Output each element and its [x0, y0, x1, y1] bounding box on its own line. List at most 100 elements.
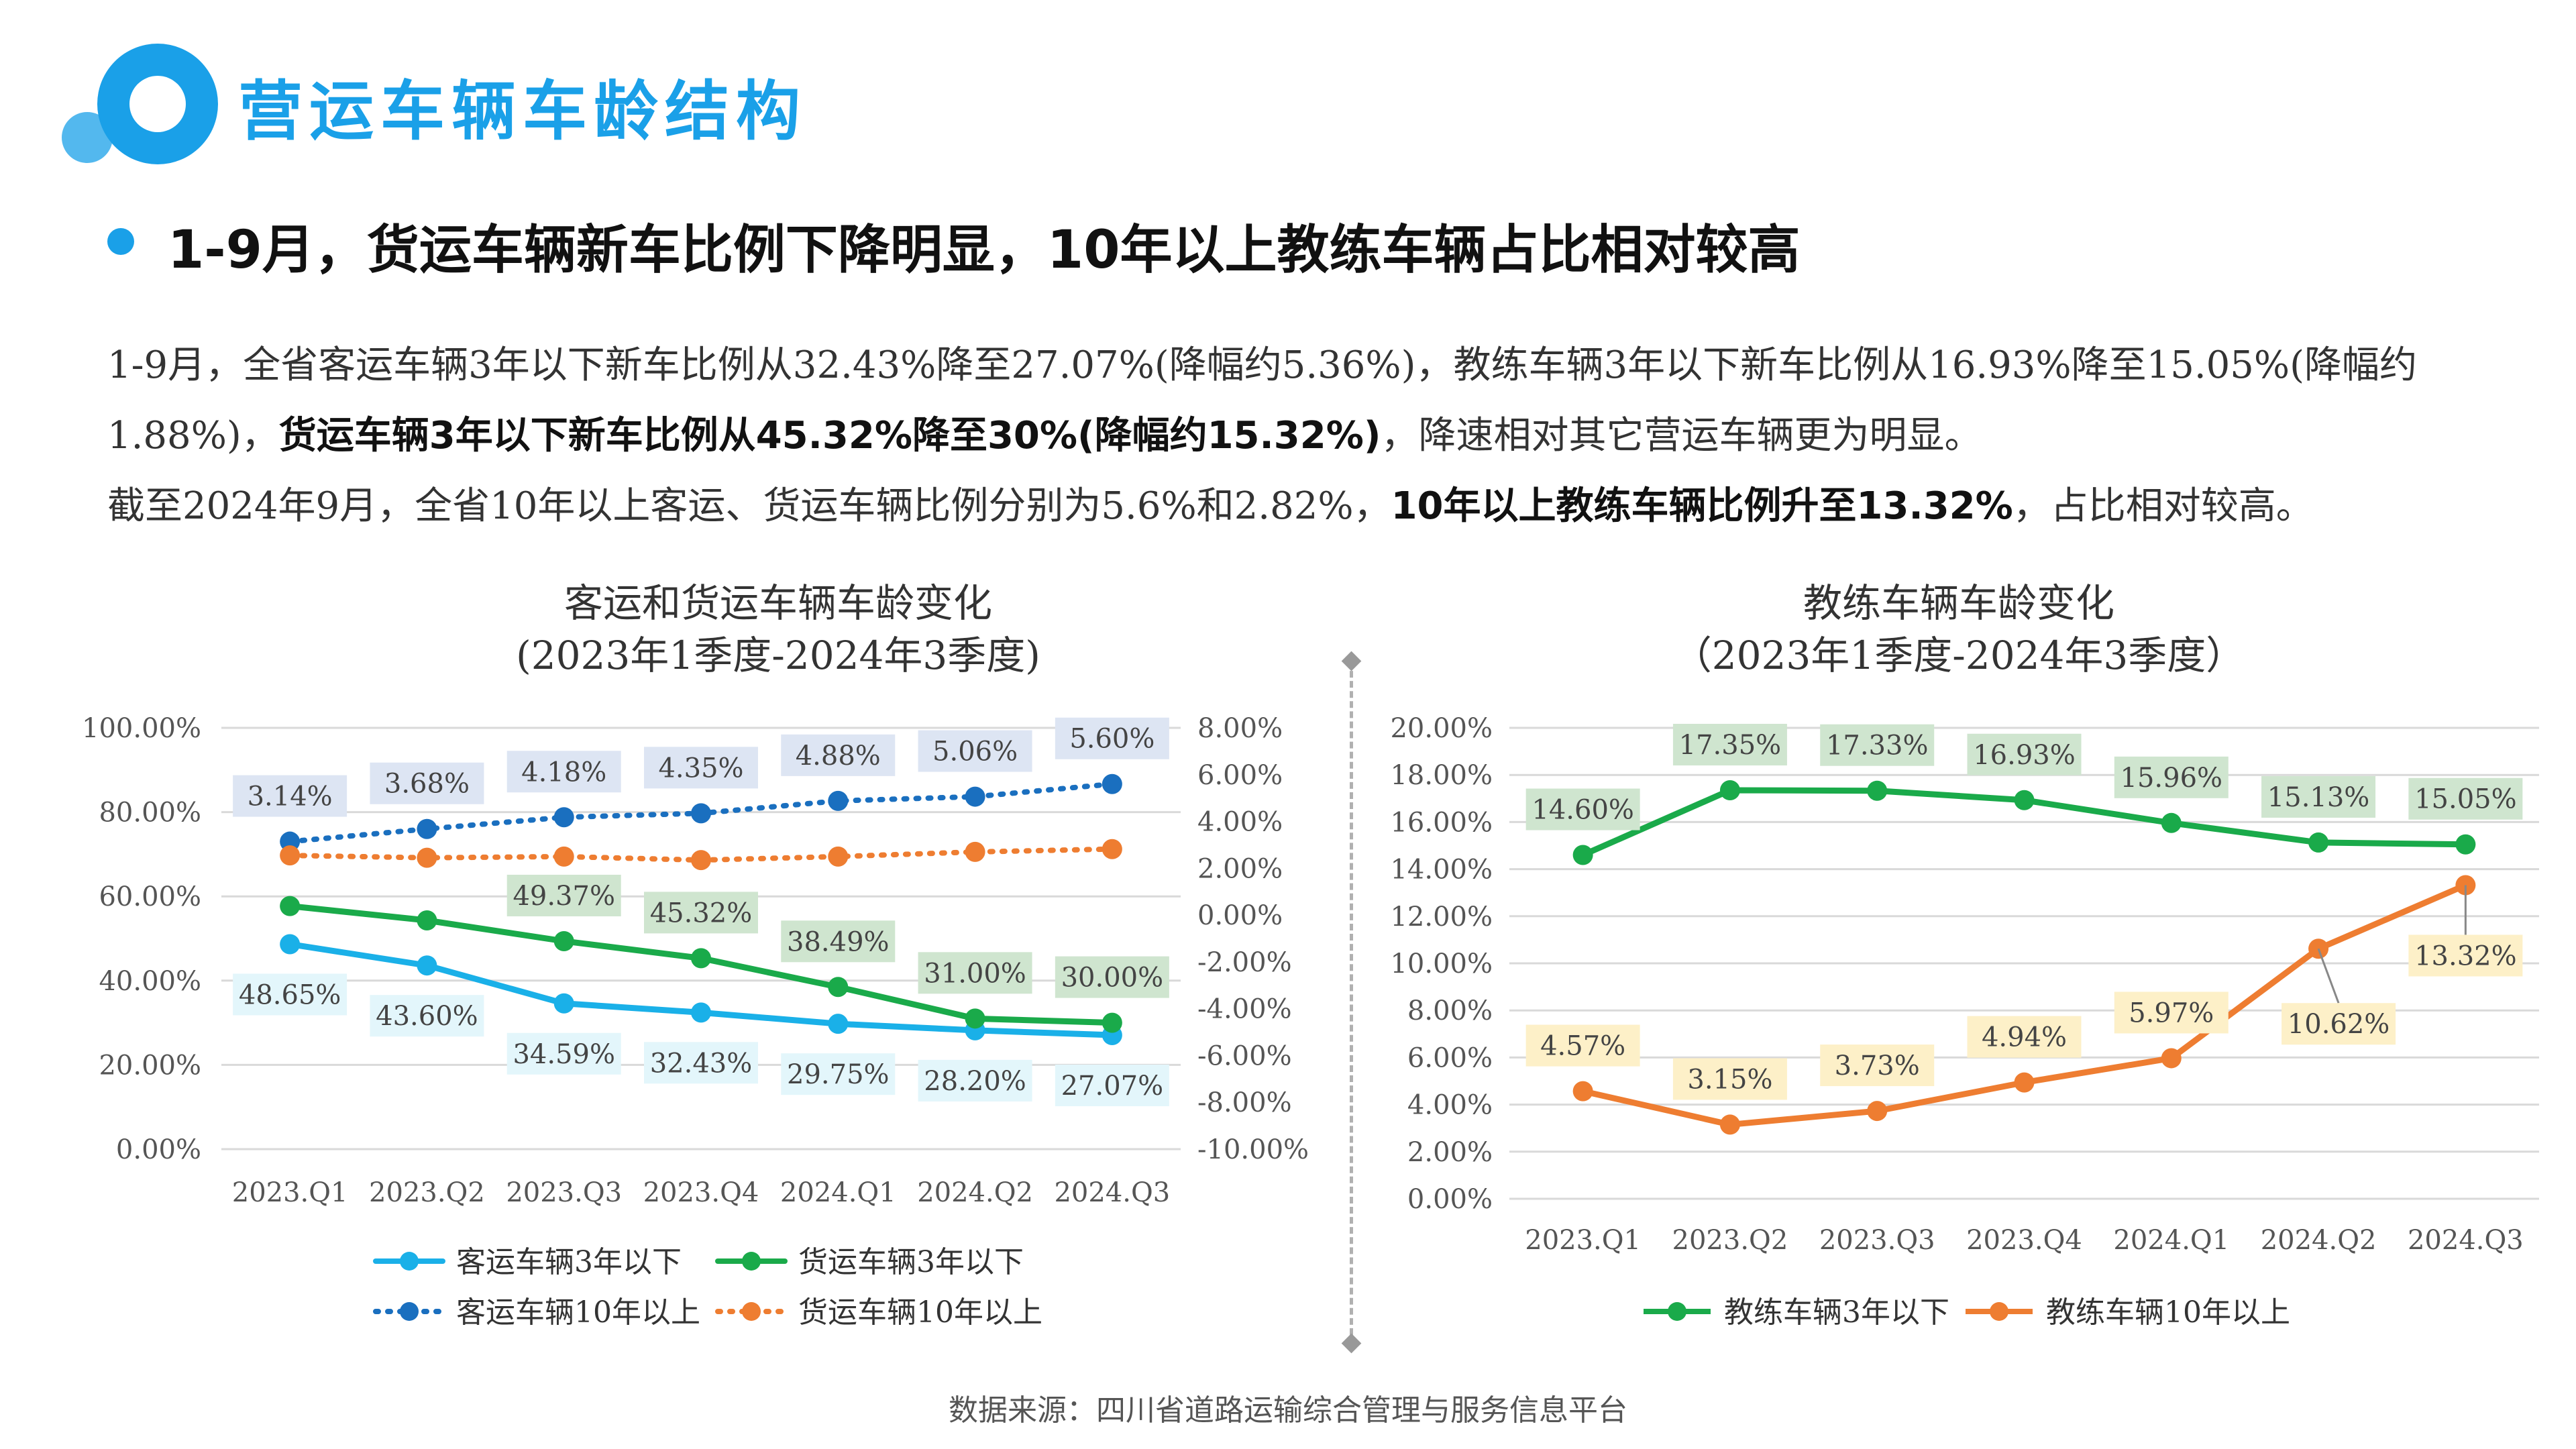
y2-tick-label: 2.00% [1197, 853, 1283, 884]
data-label: 27.07% [1061, 1071, 1164, 1102]
data-point [553, 993, 574, 1014]
legend-label: 客运车辆10年以上 [456, 1295, 700, 1330]
data-label: 17.33% [1826, 731, 1929, 761]
data-point [1572, 845, 1593, 865]
x-tick-label: 2023.Q3 [1819, 1225, 1935, 1256]
data-label-bg [918, 952, 1032, 994]
data-label: 17.35% [1679, 730, 1782, 761]
y-tick-label: 18.00% [1390, 760, 1493, 791]
data-label: 4.18% [521, 757, 606, 788]
logo-icon [62, 44, 218, 164]
legend-marker [400, 1302, 419, 1321]
y-tick-label: 2.00% [1407, 1137, 1493, 1168]
y-tick-label: 60.00% [99, 881, 201, 912]
x-tick-label: 2023.Q2 [1672, 1225, 1788, 1256]
y2-tick-label: -10.00% [1197, 1134, 1309, 1165]
y-tick-label: 10.00% [1390, 949, 1493, 979]
data-point [1102, 839, 1122, 859]
data-label-bg [918, 730, 1032, 772]
data-point [691, 803, 711, 824]
data-label-bg [1055, 717, 1169, 759]
data-point [1867, 1101, 1888, 1122]
x-tick-label: 2024.Q3 [2408, 1225, 2524, 1256]
chart-right-title-block: 教练车辆车龄变化 （2023年1季度-2024年3季度） [1429, 577, 2489, 682]
data-label: 34.59% [513, 1039, 615, 1070]
data-label-bg [644, 747, 758, 789]
divider-cap-top [1341, 651, 1362, 672]
data-label-bg [1055, 956, 1169, 998]
data-label: 43.60% [376, 1001, 478, 1032]
data-point [1719, 780, 1740, 801]
data-point [2308, 832, 2329, 853]
data-point [2308, 938, 2329, 959]
y-tick-label: 80.00% [99, 798, 201, 828]
data-label: 14.60% [1532, 795, 1634, 826]
legend-label: 货运车辆10年以上 [798, 1295, 1042, 1330]
data-label-bg [506, 751, 621, 793]
data-point [2014, 790, 2035, 810]
chart-left-title-block: 客运和货运车辆车龄变化 (2023年1季度-2024年3季度) [241, 577, 1315, 682]
y-tick-label: 14.00% [1390, 855, 1493, 885]
y-tick-label: 100.00% [82, 713, 201, 744]
summary-highlight: 10年以上教练车辆比例升至13.32% [1391, 484, 2013, 528]
data-label-bg [1967, 1016, 2082, 1058]
data-point [417, 910, 437, 930]
data-point [417, 847, 437, 868]
y-tick-label: 0.00% [116, 1134, 201, 1165]
data-label-bg [918, 1059, 1032, 1102]
y2-tick-label: 6.00% [1197, 760, 1283, 791]
legend-marker [400, 1252, 419, 1271]
data-point [828, 846, 849, 867]
legend-label: 货运车辆3年以下 [798, 1245, 1024, 1279]
x-tick-label: 2024.Q1 [780, 1177, 896, 1208]
data-point [553, 930, 574, 951]
summary-text-span: 1-9月，全省客运车辆3年以下新车比例从32.43%降至27.07%(降幅约5.… [107, 343, 2417, 458]
data-label: 49.37% [513, 881, 615, 912]
chart-left-subtitle: (2023年1季度-2024年3季度) [516, 633, 1040, 678]
y2-tick-label: -4.00% [1197, 994, 1292, 1025]
data-point [965, 786, 985, 807]
data-label: 3.73% [1835, 1051, 1920, 1081]
x-tick-label: 2024.Q1 [2113, 1225, 2229, 1256]
data-point [828, 1014, 849, 1034]
data-point [553, 807, 574, 828]
summary-paragraph-1: 1-9月，全省客运车辆3年以下新车比例从32.43%降至27.07%(降幅约5.… [107, 330, 2536, 471]
legend-label: 教练车辆3年以下 [1724, 1295, 1949, 1330]
data-label: 48.65% [239, 979, 341, 1010]
data-label-bg [1672, 724, 1787, 766]
data-label-bg [2282, 1003, 2396, 1045]
data-point [828, 977, 849, 998]
data-label-bg [233, 775, 347, 817]
data-label-bg [1820, 724, 1935, 766]
data-label-bg [2114, 756, 2229, 798]
data-label-bg [2114, 991, 2229, 1034]
legend-marker [742, 1252, 761, 1271]
legend-marker [1990, 1302, 2008, 1321]
data-label: 5.06% [932, 737, 1018, 767]
y-tick-label: 12.00% [1390, 902, 1493, 932]
data-label: 4.94% [1982, 1022, 2067, 1053]
data-point [828, 790, 849, 811]
y-tick-label: 8.00% [1407, 996, 1493, 1026]
data-point [280, 831, 301, 852]
data-point [1867, 780, 1888, 801]
data-label-bg [781, 1053, 896, 1095]
data-label: 15.96% [2121, 763, 2223, 794]
data-label-bg [2408, 934, 2523, 977]
summary-text-span: ，占比相对较高。 [2012, 484, 2314, 528]
summary-highlight: 货运车辆3年以下新车比例从45.32%降至30%(降幅约15.32%) [278, 414, 1381, 458]
data-label-bg [2408, 777, 2523, 820]
data-label: 4.57% [1540, 1031, 1625, 1062]
data-point [691, 948, 711, 969]
data-label: 4.35% [658, 753, 743, 784]
data-point [553, 846, 574, 867]
data-point [280, 896, 301, 916]
data-source: 数据来源：四川省道路运输综合管理与服务信息平台 [949, 1393, 1627, 1428]
summary-text-span: 截至2024年9月，全省10年以上客运、货运车辆比例分别为5.6%和2.82%， [107, 484, 1391, 528]
data-label-bg [370, 762, 484, 804]
chart-right-subtitle: （2023年1季度-2024年3季度） [1672, 633, 2245, 678]
y2-tick-label: 8.00% [1197, 713, 1283, 744]
data-point [417, 955, 437, 976]
chart-right: 0.00% 2.00% 4.00% 6.00% 8.00% 10.00% 12.00% 14.… [1390, 713, 2539, 1330]
y2-tick-label: -8.00% [1197, 1087, 1292, 1118]
